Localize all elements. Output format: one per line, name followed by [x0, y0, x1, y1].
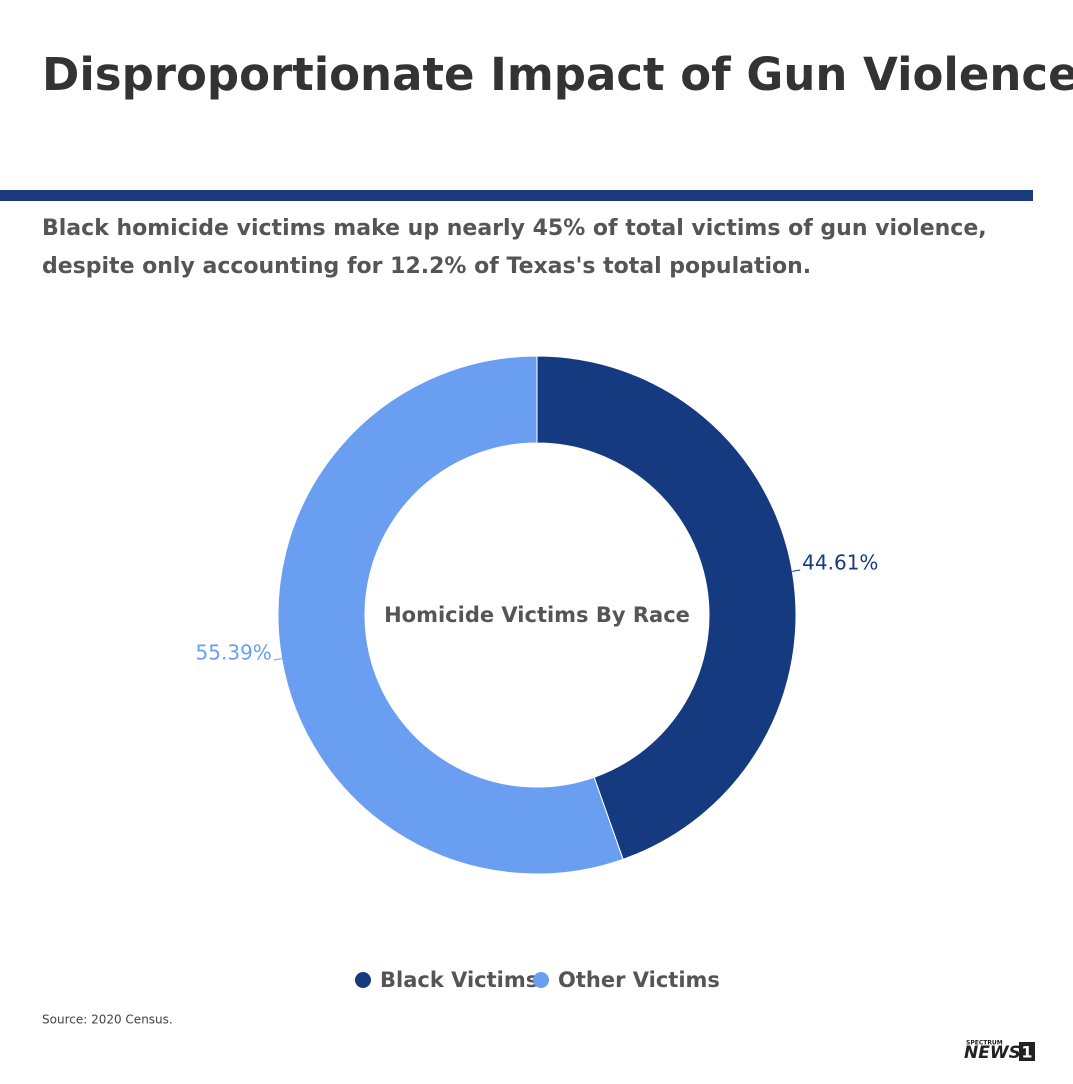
logo-top: SPECTRUM	[966, 1040, 1003, 1047]
title-rule	[0, 190, 1033, 201]
leader-line	[792, 569, 801, 572]
logo-number: 1	[1021, 1043, 1032, 1062]
leader-line	[273, 658, 282, 661]
donut-slice	[536, 355, 797, 860]
logo-main: NEWS	[964, 1043, 1021, 1063]
legend-marker	[533, 972, 549, 988]
legend-marker	[355, 972, 371, 988]
center-label: Homicide Victims By Race	[384, 603, 690, 627]
chart-title: Disproportionate Impact of Gun Violence	[42, 48, 1073, 101]
subtitle: despite only accounting for 12.2% of Tex…	[42, 254, 811, 279]
data-label: 44.61%	[802, 551, 878, 575]
legend-label: Black Victims	[380, 968, 538, 992]
data-label: 55.39%	[196, 640, 272, 664]
subtitle: Black homicide victims make up nearly 45…	[42, 216, 987, 241]
legend-label: Other Victims	[558, 968, 720, 992]
donut-slice	[277, 355, 624, 875]
logo-box	[1019, 1042, 1035, 1061]
source: Source: 2020 Census.	[42, 1013, 173, 1027]
